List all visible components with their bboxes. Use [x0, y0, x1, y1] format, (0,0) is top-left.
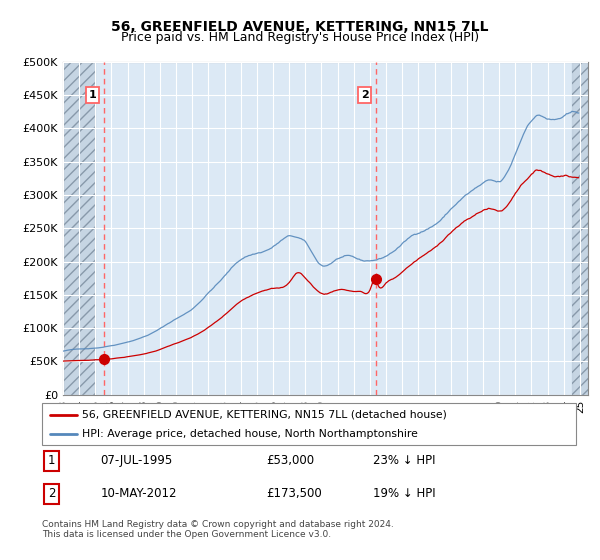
Text: £173,500: £173,500: [266, 487, 322, 501]
FancyBboxPatch shape: [42, 403, 576, 445]
Text: 1: 1: [48, 454, 55, 468]
Text: 23% ↓ HPI: 23% ↓ HPI: [373, 454, 436, 468]
Text: 10-MAY-2012: 10-MAY-2012: [101, 487, 177, 501]
Text: HPI: Average price, detached house, North Northamptonshire: HPI: Average price, detached house, Nort…: [82, 429, 418, 439]
Bar: [572, 62, 588, 395]
Text: £53,000: £53,000: [266, 454, 314, 468]
Text: Contains HM Land Registry data © Crown copyright and database right 2024.
This d: Contains HM Land Registry data © Crown c…: [42, 520, 394, 539]
Text: 19% ↓ HPI: 19% ↓ HPI: [373, 487, 436, 501]
Text: 2: 2: [361, 90, 368, 100]
Text: 07-JUL-1995: 07-JUL-1995: [101, 454, 173, 468]
Text: 56, GREENFIELD AVENUE, KETTERING, NN15 7LL: 56, GREENFIELD AVENUE, KETTERING, NN15 7…: [111, 20, 489, 34]
Text: Price paid vs. HM Land Registry's House Price Index (HPI): Price paid vs. HM Land Registry's House …: [121, 31, 479, 44]
Bar: [63, 62, 95, 395]
Text: 56, GREENFIELD AVENUE, KETTERING, NN15 7LL (detached house): 56, GREENFIELD AVENUE, KETTERING, NN15 7…: [82, 409, 447, 419]
Text: 1: 1: [89, 90, 97, 100]
Text: 2: 2: [48, 487, 55, 501]
